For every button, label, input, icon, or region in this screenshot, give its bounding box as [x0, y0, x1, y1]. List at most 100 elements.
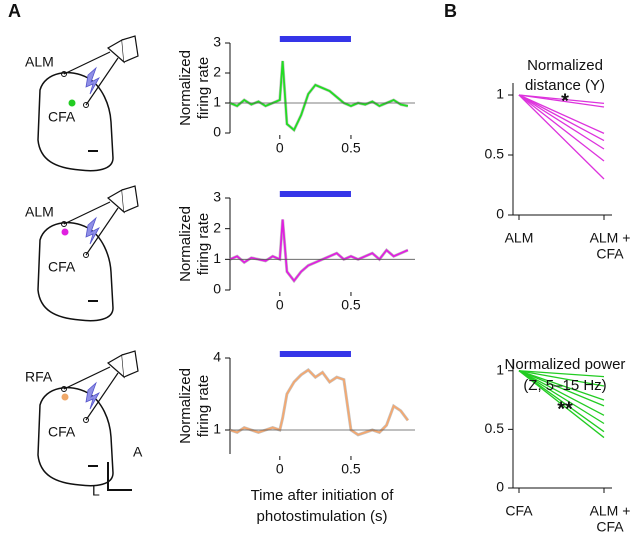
y-tick-label: 3: [213, 34, 221, 50]
slope-line: [518, 370, 605, 416]
y-tick-label: 2: [213, 64, 221, 80]
stim-site: [61, 228, 69, 236]
x-tick-label: 0.5: [341, 297, 361, 313]
y-axis-label: Normalized: [177, 368, 194, 444]
trace: [229, 368, 409, 436]
electrode: [85, 372, 119, 421]
trace: [229, 60, 409, 132]
light-bolt: [85, 381, 100, 410]
y-tick-label: 0: [213, 281, 221, 297]
pipette: [106, 354, 125, 379]
light-bolt: [85, 216, 100, 245]
trace-band: [229, 368, 410, 437]
region-label: ALM: [25, 54, 54, 70]
schematic: ALM CFA: [25, 185, 139, 322]
slope-line: [518, 94, 605, 180]
x-tick-label: ALM +: [590, 503, 631, 519]
y-axis-label: firing rate: [195, 213, 212, 276]
x-tick-label: CFA: [596, 246, 624, 262]
pipette: [106, 39, 125, 64]
y-tick-label: 1: [213, 421, 221, 437]
slope-line: [518, 94, 605, 142]
y-tick-label: 0: [496, 206, 504, 222]
electrode: [85, 57, 119, 106]
trace-band: [229, 60, 409, 133]
compass-label: A: [133, 444, 143, 460]
y-axis-label: firing rate: [195, 57, 212, 120]
electrode-tip: [83, 102, 89, 108]
stim-bar: [279, 191, 351, 197]
electrode: [63, 201, 111, 225]
electrode-tip: [61, 71, 67, 77]
brain-outline: [37, 71, 114, 172]
y-tick-label: 2: [213, 219, 221, 235]
stim-site: [61, 393, 69, 401]
x-tick-label: CFA: [596, 519, 624, 535]
slope-line: [518, 370, 605, 407]
schematic: ALM CFA: [25, 35, 139, 172]
electrode-tip: [83, 252, 89, 258]
panel-label: B: [444, 1, 457, 21]
slope-line: [518, 94, 605, 162]
schematic: RFA CFA: [25, 350, 139, 487]
x-tick-label: 0.5: [341, 140, 361, 156]
brain-outline: [37, 221, 114, 322]
electrode-tip: [83, 417, 89, 423]
y-tick-label: 1: [496, 361, 504, 377]
electrode-tip: [61, 221, 67, 227]
trace: [229, 219, 409, 283]
y-tick-label: 0.5: [485, 146, 505, 162]
x-tick-label: 0: [276, 461, 284, 477]
chart-title: distance (Y): [525, 77, 605, 94]
y-tick-label: 4: [213, 349, 221, 365]
stim-bar: [279, 36, 351, 42]
x-tick-label: 0: [276, 140, 284, 156]
x-axis-label: photostimulation (s): [257, 508, 388, 525]
x-tick-label: ALM +: [590, 230, 631, 246]
x-tick-label: 0: [276, 297, 284, 313]
y-tick-label: 0: [213, 124, 221, 140]
slope-line: [518, 370, 605, 425]
y-tick-label: 0.5: [485, 420, 505, 436]
y-axis-label: firing rate: [195, 375, 212, 438]
slope-line: [518, 94, 605, 150]
pipette: [121, 35, 139, 63]
stim-bar: [279, 351, 351, 357]
chart-title: Normalized: [527, 57, 603, 74]
pipette: [106, 189, 125, 214]
y-tick-label: 3: [213, 189, 221, 205]
chart-title: Normalized power: [505, 356, 626, 373]
region-label: CFA: [48, 109, 76, 125]
significance: *: [561, 90, 569, 112]
electrode: [63, 366, 111, 390]
y-tick-label: 0: [496, 479, 504, 495]
slope-line: [518, 370, 605, 439]
slope-line: [518, 94, 605, 134]
trace-band: [229, 219, 409, 284]
region-label: CFA: [48, 259, 76, 275]
electrode-tip: [61, 386, 67, 392]
x-tick-label: 0.5: [341, 461, 361, 477]
slope-line: [518, 370, 605, 387]
y-axis-label: Normalized: [177, 206, 194, 282]
region-label: RFA: [25, 369, 53, 385]
light-bolt: [85, 66, 100, 95]
stim-site: [68, 99, 76, 107]
brain-outline: [37, 386, 114, 487]
x-tick-label: CFA: [505, 503, 533, 519]
significance: **: [557, 398, 573, 420]
chart-title: (Z, 5–15 Hz): [523, 377, 606, 394]
compass-label: L: [92, 483, 100, 499]
region-label: ALM: [25, 204, 54, 220]
pipette: [121, 185, 139, 213]
y-tick-label: 1: [213, 94, 221, 110]
x-axis-label: Time after initiation of: [251, 487, 395, 504]
panel-label: A: [8, 1, 21, 21]
compass: [107, 462, 132, 491]
slope-line: [518, 370, 605, 401]
region-label: CFA: [48, 424, 76, 440]
pipette: [121, 350, 139, 378]
y-tick-label: 1: [213, 250, 221, 266]
y-axis-label: Normalized: [177, 50, 194, 126]
